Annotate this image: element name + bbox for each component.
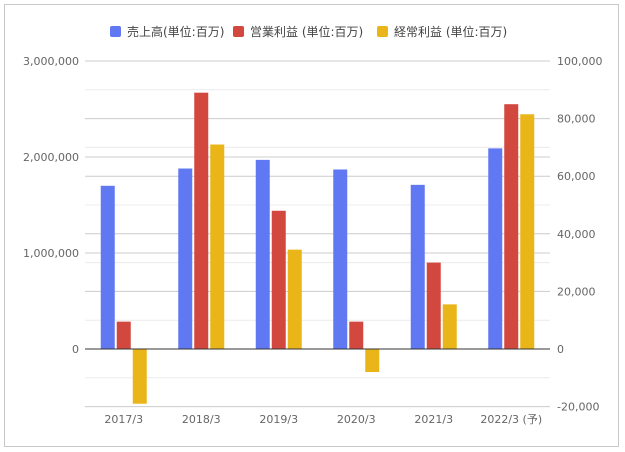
y-right-tick-label: 80,000 [557,113,596,126]
bar-1-2022/3 (予) [488,148,503,349]
legend: 売上高(単位:百万) 営業利益 (単位:百万) 経常利益 (単位:百万) [110,24,507,39]
legend-label: 売上高(単位:百万) [127,24,224,39]
bar-1-2021/3 [410,184,425,349]
y-right-tick-label: -20,000 [557,401,599,414]
y-left-tick-label: 2,000,000 [23,151,79,164]
bar-3-2021/3 [442,304,457,349]
bar-1-2018/3 [178,168,193,349]
bar-2-2022/3 (予) [504,104,519,349]
bar-2-2021/3 [426,262,441,349]
bar-3-2017/3 [132,349,147,404]
x-tick-label: 2019/3 [259,413,298,426]
bar-1-2017/3 [100,185,115,349]
bar-3-2022/3 (予) [520,114,535,349]
y-right-tick-label: 40,000 [557,228,596,241]
x-tick-label: 2021/3 [414,413,453,426]
x-tick-label: 2018/3 [182,413,221,426]
bar-3-2018/3 [210,144,225,349]
y-right-tick-label: 60,000 [557,170,596,183]
y-left-tick-label: 0 [72,343,79,356]
x-tick-label: 2022/3 (予) [480,413,542,426]
bar-3-2019/3 [287,249,302,349]
grid-lines [85,60,550,408]
legend-label: 営業利益 (単位:百万) [250,24,363,39]
bar-3-2020/3 [365,349,380,373]
y-right-tick-label: 100,000 [557,55,603,68]
x-tick-label: 2020/3 [337,413,376,426]
y-right-tick-label: 20,000 [557,285,596,298]
bars-group [100,92,535,404]
axes-group: 2017/3 2018/3 2019/3 2020/3 2021/3 2022/3 (予)… [23,55,602,426]
bar-1-2019/3 [255,159,270,349]
bar-1-2020/3 [333,169,348,349]
y-left-tick-label: 3,000,000 [23,55,79,68]
legend-label: 経常利益 (単位:百万) [394,24,507,39]
bar-2-2018/3 [194,92,209,350]
y-right-tick-label: 0 [557,343,564,356]
bar-2-2019/3 [271,210,286,349]
legend-swatch [377,26,388,37]
x-tick-label: 2017/3 [104,413,143,426]
legend-swatch [233,26,244,37]
bar-2-2020/3 [349,321,364,349]
legend-swatch [110,26,121,37]
y-left-tick-label: 1,000,000 [23,247,79,260]
bar-2-2017/3 [116,321,131,349]
